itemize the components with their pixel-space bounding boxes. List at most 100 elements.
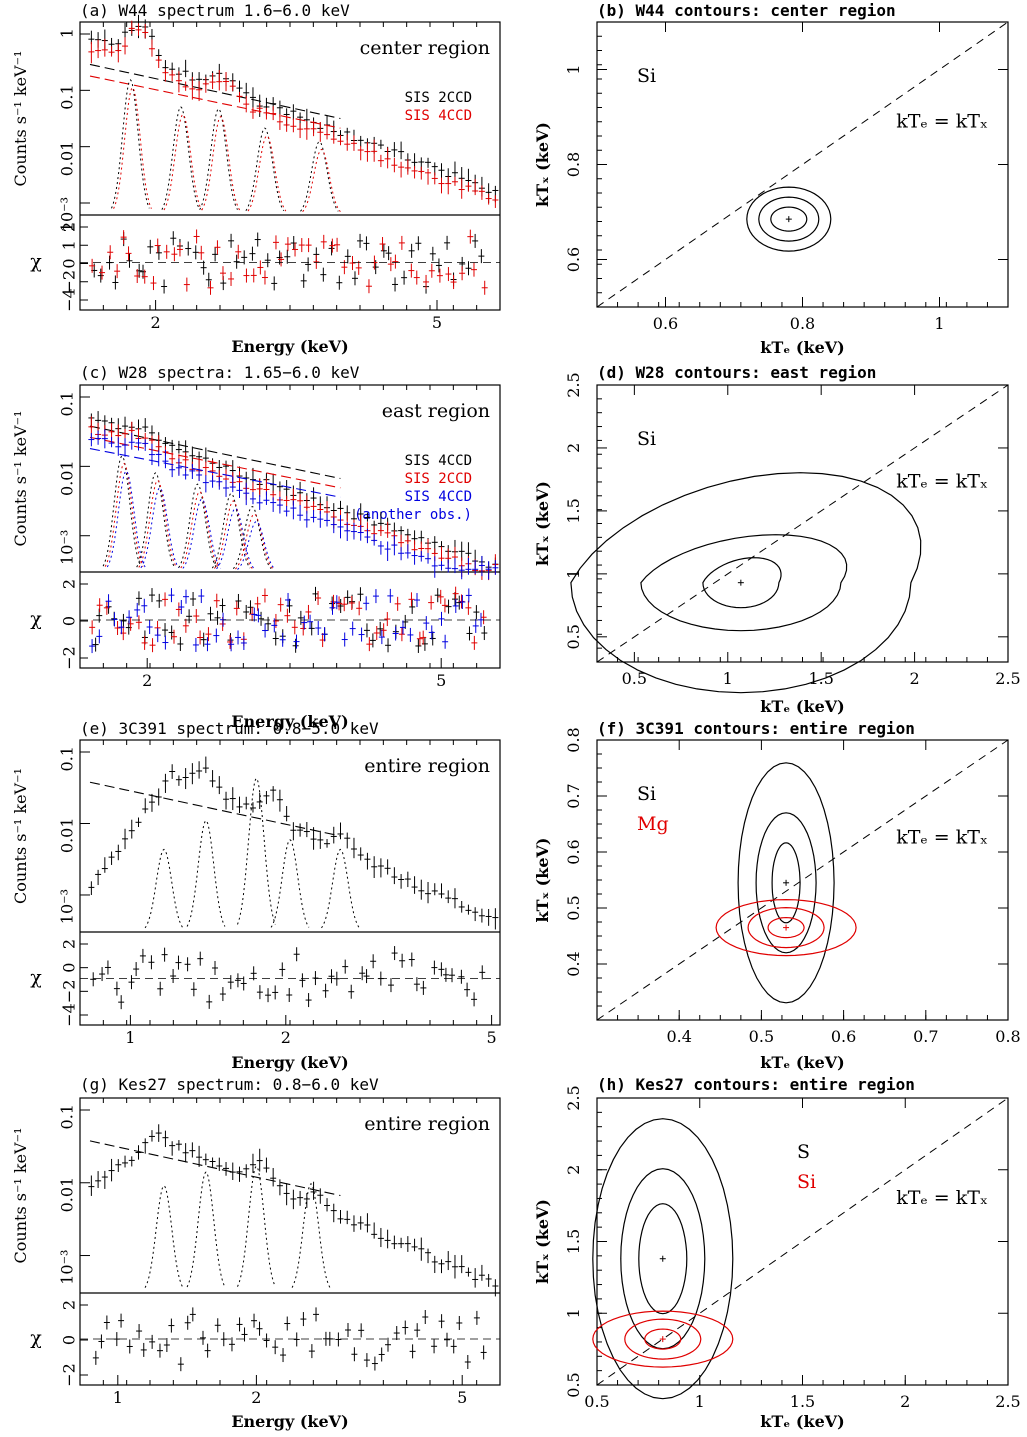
resid-point <box>344 1323 351 1338</box>
data-point <box>384 541 391 562</box>
data-point <box>142 1138 149 1154</box>
resid-point <box>408 952 415 967</box>
data-point <box>236 1166 243 1182</box>
resid-point <box>450 1339 457 1354</box>
resid-point <box>128 975 135 990</box>
data-point <box>108 46 115 57</box>
resid-point <box>265 988 272 1003</box>
resid-point <box>373 626 380 641</box>
panel-title: (a) W44 spectrum 1.6−6.0 keV <box>80 1 350 20</box>
data-point <box>425 552 432 564</box>
data-point <box>310 1181 317 1200</box>
data-point <box>458 1255 465 1274</box>
resid-point <box>163 244 170 259</box>
data-point <box>148 39 155 57</box>
confidence-contour <box>755 812 817 954</box>
panel-title: (b) W44 contours: center region <box>597 1 896 20</box>
panel-c: (c) W28 spectra: 1.65−6.0 keV 2 5 0.1 0.01 10… <box>11 363 501 731</box>
confidence-contour <box>592 1118 734 1400</box>
resid-point <box>251 607 258 622</box>
data-point <box>169 465 176 478</box>
data-point <box>256 792 263 810</box>
data-point <box>169 1141 176 1156</box>
continuum-curve <box>89 1140 341 1197</box>
resid-point <box>184 957 191 972</box>
resid-point <box>168 588 175 603</box>
resid-point <box>336 275 343 290</box>
panel-f: (f) 3C391 contours: entire region 0.4 0.5 0… <box>533 719 1021 1072</box>
y-tick-label: 0.6 <box>564 247 583 272</box>
region-label: entire region <box>364 755 490 777</box>
resid-point <box>452 586 459 601</box>
x-tick-label: 2 <box>900 1392 910 1411</box>
resid-tick-label: 0 <box>60 258 79 268</box>
element-label: Mg <box>637 813 669 835</box>
resid-point <box>393 1326 400 1341</box>
resid-point <box>170 969 177 984</box>
resid-point <box>197 630 204 645</box>
data-point <box>465 1267 472 1277</box>
data-point <box>216 776 223 795</box>
resid-point <box>348 984 355 999</box>
resid-point <box>300 621 307 636</box>
resid-point <box>163 1338 170 1353</box>
best-fit-marker <box>659 1255 666 1262</box>
resid-point <box>162 635 169 650</box>
data-point <box>350 522 357 540</box>
resid-point <box>271 276 278 291</box>
resid-point <box>299 973 306 988</box>
data-point <box>431 1255 438 1274</box>
data-point <box>391 535 398 556</box>
resid-point <box>384 1337 391 1352</box>
resid-point <box>280 1348 287 1363</box>
resid-point <box>136 1324 143 1339</box>
resid-point <box>378 1347 385 1362</box>
resid-point <box>250 966 257 981</box>
resid-point <box>358 1323 365 1338</box>
resid-point <box>207 606 214 621</box>
data-point <box>115 1159 122 1172</box>
resid-point <box>292 638 299 653</box>
data-point <box>350 135 357 151</box>
data-point <box>364 141 371 162</box>
resid-point <box>155 245 162 260</box>
x-tick-label: 5 <box>436 671 446 690</box>
data-point <box>398 547 405 561</box>
resid-point <box>399 953 406 968</box>
resid-point <box>428 625 435 640</box>
data-point <box>115 43 122 63</box>
panel-b: (b) W44 contours: center region 0.6 0.8 1 0.… <box>533 1 1009 357</box>
data-point <box>175 458 182 476</box>
x-tick-label: 1 <box>125 1028 135 1047</box>
data-point <box>122 22 129 38</box>
resid-point <box>328 969 335 984</box>
resid-point <box>271 618 278 633</box>
emission-line-model <box>138 479 178 568</box>
resid-point <box>409 599 416 614</box>
resid-point <box>99 265 106 280</box>
resid-point <box>315 621 322 636</box>
element-label: S <box>797 1141 810 1163</box>
data-point <box>270 786 277 802</box>
resid-point <box>176 242 183 257</box>
data-point <box>297 123 304 139</box>
resid-point <box>141 269 148 284</box>
y-tick-label: 0.5 <box>564 624 583 649</box>
emission-line-model <box>270 839 310 928</box>
resid-point <box>235 593 242 608</box>
x-tick-label: 5 <box>432 313 442 332</box>
resid-point <box>140 1342 147 1357</box>
resid-point <box>293 947 300 962</box>
y-tick-label: 0.8 <box>564 152 583 177</box>
data-point <box>317 1188 324 1204</box>
data-point <box>411 550 418 565</box>
resid-point <box>214 1318 221 1333</box>
data-point <box>122 828 129 850</box>
resid-point <box>197 951 204 966</box>
resid-point <box>428 595 435 610</box>
resid-point <box>378 630 385 645</box>
resid-point <box>409 1344 416 1359</box>
data-point <box>189 1142 196 1158</box>
resid-point <box>363 969 370 984</box>
data-point <box>128 432 135 450</box>
